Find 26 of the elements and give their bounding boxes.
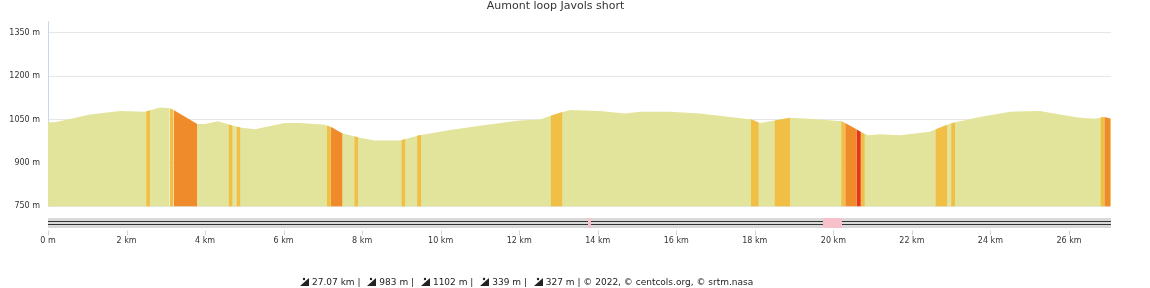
x-tick-label: 8 km: [352, 236, 373, 246]
text: 327 m |: [545, 277, 582, 287]
y-tick-label: 750 m: [14, 201, 41, 211]
x-tick-label: 0 m: [40, 236, 56, 246]
y-tick-label: 1200 m: [9, 71, 41, 81]
x-tick-label: 10 km: [428, 236, 454, 246]
text: 27.07 km |: [312, 277, 362, 287]
y-tick-label: 1350 m: [9, 27, 41, 37]
y-tick-label: 1050 m: [9, 114, 41, 124]
text: 983 m |: [379, 277, 416, 287]
text: © 2022, © centcols.org, © srtm.nasa: [583, 277, 754, 287]
x-tick-label: 24 km: [977, 236, 1004, 246]
x-tick-label: 12 km: [506, 236, 532, 246]
text: 1102 m |: [432, 277, 475, 287]
y-tick-label: 900 m: [14, 158, 41, 168]
x-tick-label: 18 km: [742, 236, 768, 246]
text: 339 m |: [492, 277, 528, 287]
x-tick-label: 6 km: [273, 236, 294, 246]
chart-title: Aumont loop Javols short: [486, 0, 625, 13]
x-tick-label: 2 km: [116, 236, 137, 246]
x-tick-label: 20 km: [820, 236, 847, 246]
x-tick-label: 16 km: [663, 236, 690, 246]
x-tick-label: 22 km: [899, 236, 925, 246]
x-tick-label: 26 km: [1056, 236, 1082, 246]
x-tick-label: 14 km: [585, 236, 611, 246]
x-tick-label: 4 km: [195, 236, 216, 246]
